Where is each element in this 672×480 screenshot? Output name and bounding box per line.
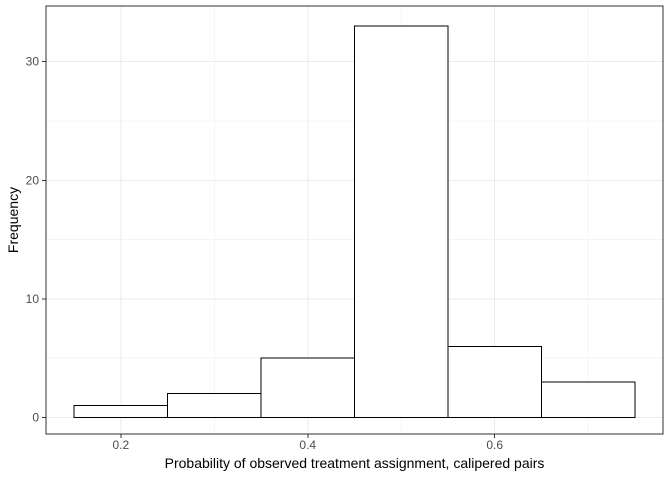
- y-tick-label: 30: [26, 55, 40, 69]
- histogram-bar: [447, 345, 542, 418]
- axis-ticks: [42, 61, 496, 438]
- x-tick-label: 0.2: [112, 438, 129, 452]
- y-tick-labels: 0 10 20 30: [26, 55, 40, 425]
- histogram-bar: [167, 393, 262, 418]
- histogram-bar: [354, 25, 449, 418]
- histogram-bar: [540, 381, 636, 418]
- histogram-bar: [73, 405, 169, 418]
- x-axis-title: Probability of observed treatment assign…: [164, 455, 545, 471]
- histogram-bar: [260, 357, 355, 418]
- x-tick-labels: 0.2 0.4 0.6: [112, 438, 503, 452]
- panel-border: [45, 5, 664, 435]
- y-tick-label: 0: [32, 410, 39, 424]
- x-tick-label: 0.4: [299, 438, 316, 452]
- histogram-bars: [73, 25, 636, 418]
- y-axis-title: Frequency: [5, 186, 21, 254]
- y-tick-label: 10: [26, 292, 40, 306]
- y-tick-label: 20: [26, 173, 40, 187]
- x-tick-label: 0.6: [486, 438, 503, 452]
